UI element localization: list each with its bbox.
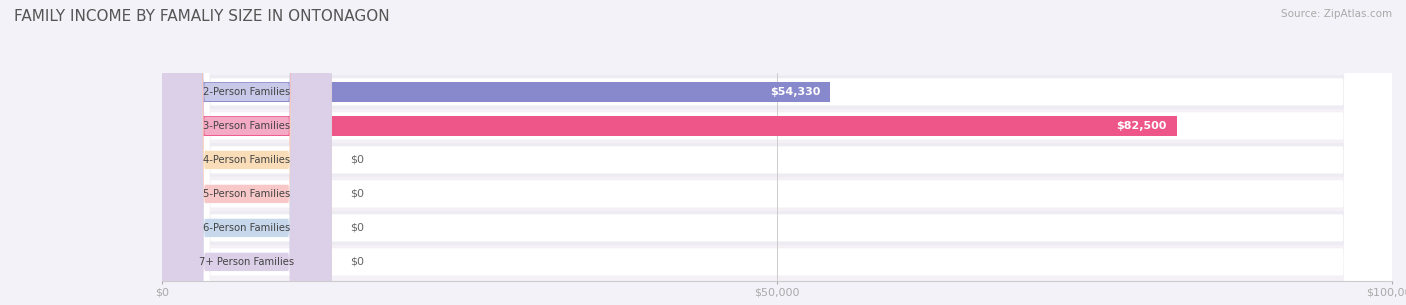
Text: 2-Person Families: 2-Person Families xyxy=(202,87,290,97)
Text: Source: ZipAtlas.com: Source: ZipAtlas.com xyxy=(1281,9,1392,19)
Text: 5-Person Families: 5-Person Families xyxy=(202,189,290,199)
Text: $0: $0 xyxy=(350,257,364,267)
Bar xyxy=(162,109,1392,143)
Text: $0: $0 xyxy=(350,189,364,199)
Text: 6-Person Families: 6-Person Families xyxy=(202,223,290,233)
Bar xyxy=(162,116,1177,136)
FancyBboxPatch shape xyxy=(162,0,332,305)
Text: $82,500: $82,500 xyxy=(1116,121,1167,131)
FancyBboxPatch shape xyxy=(162,0,1392,305)
Bar xyxy=(162,177,1392,211)
FancyBboxPatch shape xyxy=(162,0,332,305)
Text: 7+ Person Families: 7+ Person Families xyxy=(200,257,294,267)
Text: $54,330: $54,330 xyxy=(770,87,820,97)
FancyBboxPatch shape xyxy=(162,0,332,305)
FancyBboxPatch shape xyxy=(162,0,332,305)
Bar xyxy=(162,82,830,102)
FancyBboxPatch shape xyxy=(162,0,1392,305)
Text: 3-Person Families: 3-Person Families xyxy=(202,121,290,131)
Bar xyxy=(162,211,1392,245)
FancyBboxPatch shape xyxy=(162,0,332,305)
Text: FAMILY INCOME BY FAMALIY SIZE IN ONTONAGON: FAMILY INCOME BY FAMALIY SIZE IN ONTONAG… xyxy=(14,9,389,24)
Bar xyxy=(162,75,1392,109)
Text: $0: $0 xyxy=(350,223,364,233)
FancyBboxPatch shape xyxy=(162,0,1392,305)
FancyBboxPatch shape xyxy=(162,0,1392,305)
FancyBboxPatch shape xyxy=(162,0,332,305)
Bar xyxy=(162,143,1392,177)
Text: $0: $0 xyxy=(350,155,364,165)
Bar xyxy=(162,245,1392,279)
FancyBboxPatch shape xyxy=(162,0,1392,305)
Text: 4-Person Families: 4-Person Families xyxy=(202,155,290,165)
FancyBboxPatch shape xyxy=(162,0,1392,305)
